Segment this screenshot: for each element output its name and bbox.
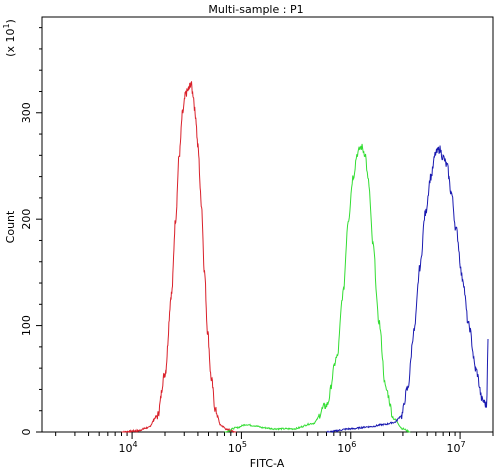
y-multiplier-label: (x 101) [2,19,17,57]
y-tick-label: 300 [20,102,33,123]
histogram-series-3 [326,145,489,433]
y-tick-label: 100 [20,315,33,336]
y-tick-label: 200 [20,209,33,230]
x-axis-label: FITC-A [250,457,285,470]
x-tick-label: 107 [447,440,466,455]
y-tick-label: 0 [20,429,33,436]
x-tick-label: 106 [337,440,356,455]
x-axis-ticks: 104 105 106 107 [55,432,494,455]
x-tick-label: 104 [119,440,138,455]
plot-frame [41,16,494,433]
y-axis-label: Count [4,210,17,243]
y-axis-ticks: 0 100 200 300 [20,27,42,436]
histogram-series-1 [121,81,237,434]
series-layer [121,81,489,434]
chart-title: Multi-sample : P1 [208,3,303,16]
x-tick-label: 105 [228,440,247,455]
histogram-series-2 [224,143,411,434]
